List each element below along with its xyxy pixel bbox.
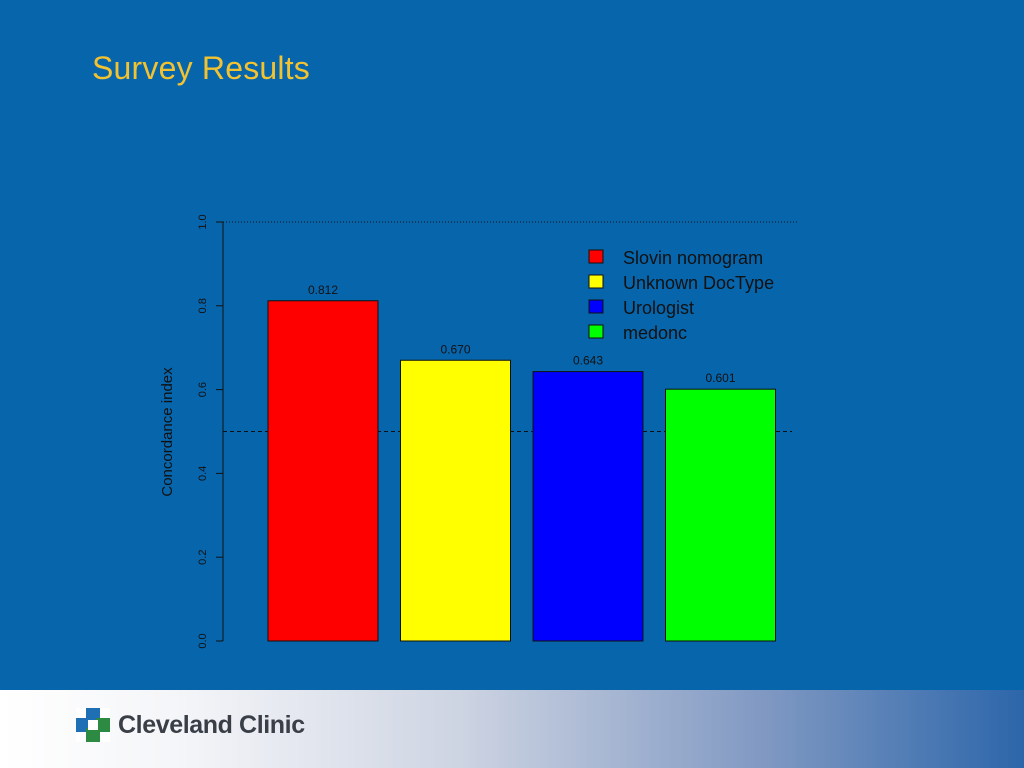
y-tick-label: 0.6 <box>197 382 209 397</box>
y-tick-label: 0.0 <box>197 633 209 648</box>
bar-slovin-nomogram <box>267 300 379 642</box>
bar-unknown-doctype <box>400 359 511 642</box>
y-tick-label: 0.2 <box>197 550 209 565</box>
legend-swatch <box>588 299 604 314</box>
legend-label: Urologist <box>623 298 694 318</box>
bar-medonc <box>665 388 776 642</box>
cleveland-clinic-logo: Cleveland Clinic <box>76 708 305 742</box>
y-tick-label: 0.8 <box>197 298 209 313</box>
legend-swatch <box>588 249 604 264</box>
bar-data-label: 0.601 <box>705 371 735 385</box>
legend-label: Slovin nomogram <box>623 248 763 268</box>
footer-bar: Cleveland Clinic <box>0 690 1024 768</box>
legend-swatch <box>588 274 604 289</box>
legend-label: Unknown DocType <box>623 273 774 293</box>
bar-data-label: 0.670 <box>440 342 470 356</box>
y-axis-label: Concordance index <box>159 367 176 497</box>
y-tick-label: 0.4 <box>197 466 209 481</box>
cleveland-clinic-cross-icon <box>76 708 110 742</box>
logo-text: Cleveland Clinic <box>118 710 305 739</box>
bar-data-label: 0.812 <box>308 283 338 297</box>
legend-swatch <box>588 324 604 339</box>
bar-data-label: 0.643 <box>573 354 603 368</box>
legend-label: medonc <box>623 323 687 343</box>
bar-urologist <box>532 371 644 642</box>
bar-chart: 0.0 0.2 0.4 0.6 0.8 1.0 Concordance index 0.812… <box>159 214 798 649</box>
y-tick-label: 1.0 <box>197 214 209 229</box>
slide-title: Survey Results <box>92 50 310 86</box>
